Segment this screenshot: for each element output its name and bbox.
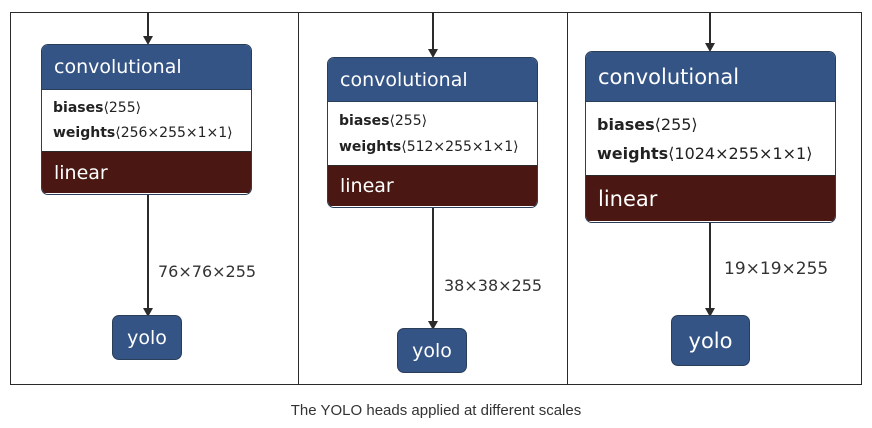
panel-divider (298, 12, 299, 385)
weights-row: weights⟨512×255×1×1⟩ (339, 134, 537, 160)
weights-value: ⟨1024×255×1×1⟩ (668, 143, 813, 163)
yolo-node[interactable]: yolo (112, 315, 182, 360)
layer-type-label: convolutional (42, 45, 251, 90)
biases-value: ⟨255⟩ (103, 99, 142, 116)
weights-label: weights (597, 143, 669, 163)
layer-params: biases⟨255⟩ weights⟨1024×255×1×1⟩ (586, 102, 835, 175)
output-arrow-line (147, 195, 149, 310)
biases-row: biases⟨255⟩ (339, 108, 537, 134)
biases-row: biases⟨255⟩ (53, 96, 251, 121)
convolutional-layer-node[interactable]: convolutional biases⟨255⟩ weights⟨512×25… (327, 57, 538, 208)
output-arrow-line (709, 223, 711, 310)
yolo-node[interactable]: yolo (671, 315, 750, 366)
weights-label: weights (53, 124, 116, 141)
output-shape-label: 19×19×255 (724, 259, 829, 279)
weights-label: weights (339, 138, 402, 155)
biases-label: biases (53, 99, 104, 116)
weights-row: weights⟨256×255×1×1⟩ (53, 121, 251, 146)
layer-params: biases⟨255⟩ weights⟨256×255×1×1⟩ (42, 90, 251, 151)
output-arrowhead (705, 308, 715, 317)
activation-label: linear (328, 165, 537, 206)
input-arrowhead (143, 36, 153, 45)
output-shape-label: 76×76×255 (158, 262, 257, 281)
input-arrow-line (432, 12, 434, 51)
output-arrowhead (143, 308, 153, 317)
diagram-frame (10, 12, 862, 385)
input-arrow-line (147, 12, 149, 38)
output-shape-label: 38×38×255 (444, 276, 543, 295)
panel-divider (567, 12, 568, 385)
biases-value: ⟨255⟩ (389, 112, 428, 129)
layer-params: biases⟨255⟩ weights⟨512×255×1×1⟩ (328, 102, 537, 165)
input-arrow-line (709, 12, 711, 45)
convolutional-layer-node[interactable]: convolutional biases⟨255⟩ weights⟨256×25… (41, 44, 252, 195)
biases-label: biases (339, 112, 390, 129)
yolo-node[interactable]: yolo (397, 328, 467, 373)
output-arrowhead (428, 321, 438, 330)
layer-type-label: convolutional (586, 52, 835, 102)
activation-label: linear (42, 151, 251, 193)
weights-row: weights⟨1024×255×1×1⟩ (597, 139, 835, 168)
input-arrowhead (705, 43, 715, 52)
weights-value: ⟨256×255×1×1⟩ (115, 124, 233, 141)
figure-caption: The YOLO heads applied at different scal… (290, 402, 582, 419)
biases-row: biases⟨255⟩ (597, 110, 835, 139)
biases-value: ⟨255⟩ (654, 114, 698, 134)
input-arrowhead (428, 49, 438, 58)
biases-label: biases (597, 114, 655, 134)
weights-value: ⟨512×255×1×1⟩ (401, 138, 519, 155)
activation-label: linear (586, 175, 835, 221)
output-arrow-line (432, 208, 434, 323)
convolutional-layer-node[interactable]: convolutional biases⟨255⟩ weights⟨1024×2… (585, 51, 836, 223)
layer-type-label: convolutional (328, 58, 537, 102)
